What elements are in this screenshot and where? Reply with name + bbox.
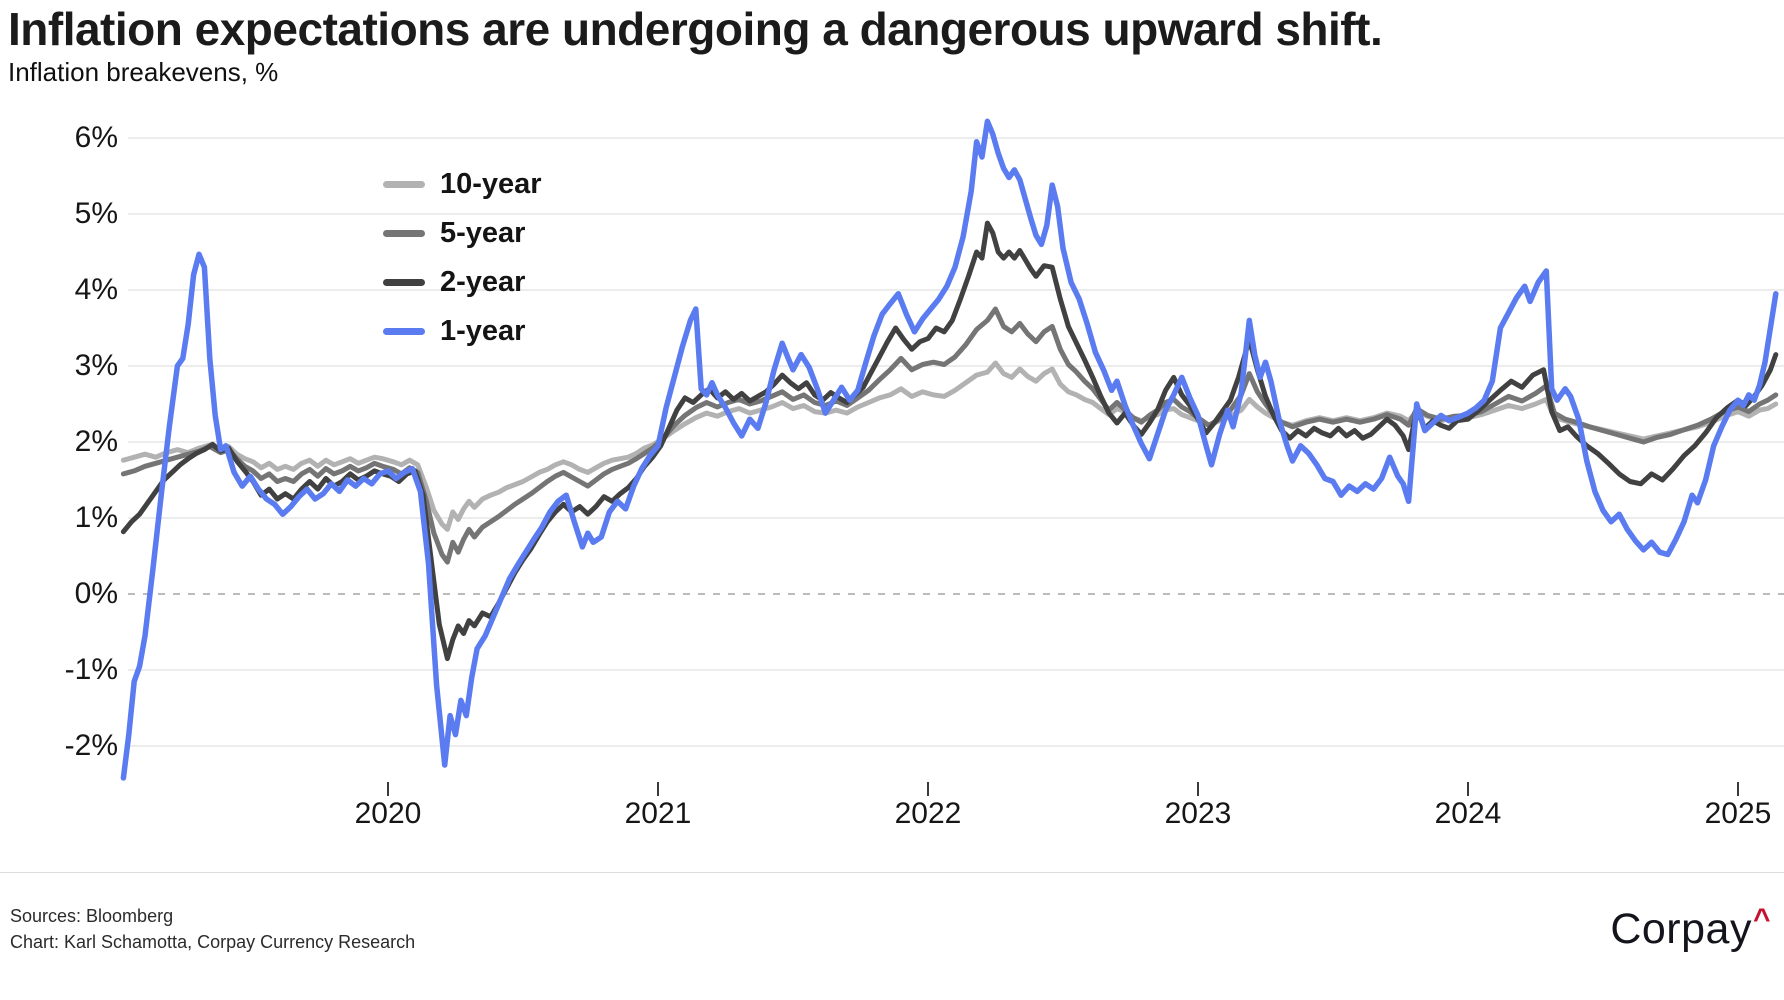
legend-item-10-year: 10-year xyxy=(383,160,542,209)
x-axis-tick xyxy=(1467,782,1469,796)
page-subtitle: Inflation breakevens, % xyxy=(8,57,279,87)
legend-label: 5-year xyxy=(440,217,526,249)
x-axis-tick xyxy=(657,782,659,796)
x-axis-label: 2025 xyxy=(1704,797,1772,830)
page-title: Inflation expectations are undergoing a … xyxy=(8,3,1383,55)
y-axis-label: 0% xyxy=(74,577,118,610)
y-axis-label: 2% xyxy=(74,425,118,458)
legend-label: 1-year xyxy=(440,315,526,347)
x-axis-tick xyxy=(1197,782,1199,796)
legend-swatch-1-year xyxy=(383,328,425,335)
x-axis-label: 2021 xyxy=(624,797,692,830)
x-axis-tick xyxy=(927,782,929,796)
y-axis-label: 5% xyxy=(74,197,118,230)
y-axis-label: 6% xyxy=(74,121,118,154)
legend: 10-year 5-year 2-year 1-year xyxy=(383,160,542,356)
y-axis-label: 4% xyxy=(74,273,118,306)
corpay-caret-icon: ^ xyxy=(1752,903,1771,936)
x-axis-label: 2020 xyxy=(354,797,422,830)
legend-item-2-year: 2-year xyxy=(383,258,542,307)
legend-swatch-2-year xyxy=(383,279,425,286)
x-axis-label: 2023 xyxy=(1164,797,1232,830)
corpay-logo-text: Corpay xyxy=(1610,905,1752,953)
legend-label: 2-year xyxy=(440,266,526,298)
legend-item-1-year: 1-year xyxy=(383,307,542,356)
corpay-logo: Corpay^ xyxy=(1610,903,1771,954)
x-axis-tick xyxy=(387,782,389,796)
footer-divider xyxy=(0,872,1784,873)
sources-line: Sources: Bloomberg xyxy=(10,906,174,926)
x-axis-tick xyxy=(1737,782,1739,796)
y-axis-label: -1% xyxy=(64,653,118,686)
x-axis-label: 2024 xyxy=(1434,797,1502,830)
series-line-10-year xyxy=(120,360,1779,532)
legend-item-5-year: 5-year xyxy=(383,209,542,258)
y-axis-label: 1% xyxy=(74,501,118,534)
footer-credits: Sources: Bloomberg Chart: Karl Schamotta… xyxy=(10,903,415,955)
series-line-1-year xyxy=(120,118,1779,781)
y-axis-label: 3% xyxy=(74,349,118,382)
legend-label: 10-year xyxy=(440,168,542,200)
series-line-5-year xyxy=(120,306,1779,565)
legend-swatch-5-year xyxy=(383,230,425,237)
x-axis-label: 2022 xyxy=(894,797,962,830)
y-axis-label: -2% xyxy=(64,729,118,762)
legend-swatch-10-year xyxy=(383,181,425,188)
chart-credit-line: Chart: Karl Schamotta, Corpay Currency R… xyxy=(10,932,416,952)
